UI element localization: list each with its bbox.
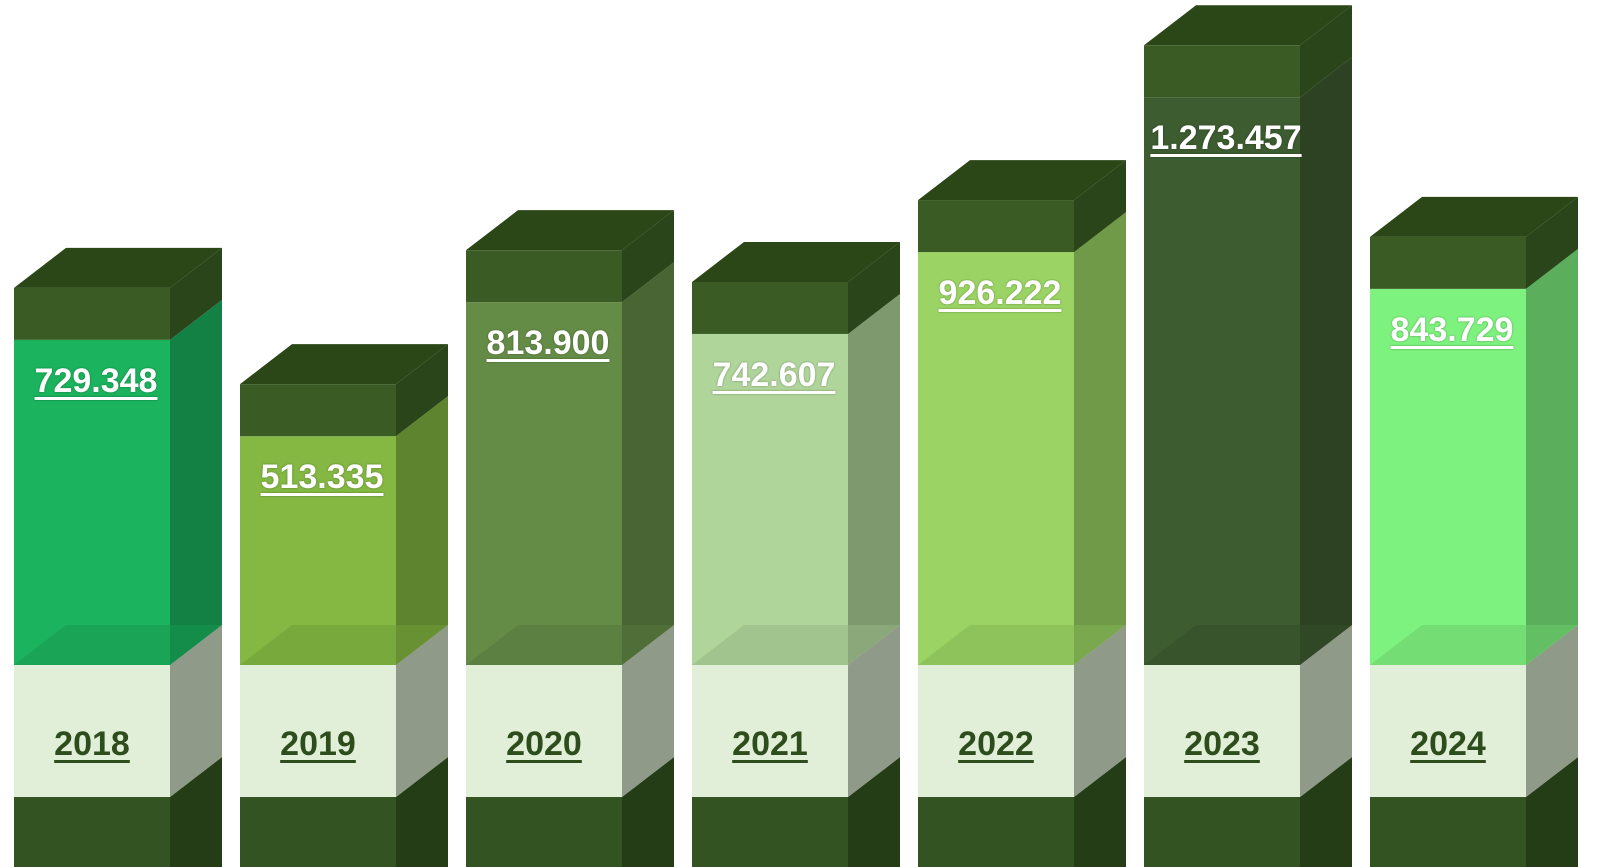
bar-base-side-2022: [1074, 757, 1126, 867]
bar-cap-2018: [14, 287, 170, 340]
bar-cap-side-2022: [1074, 160, 1126, 253]
bar-cap-top-2023: [1144, 5, 1352, 46]
bar-base-side-2020: [622, 757, 674, 867]
bar-base-side-2019: [396, 757, 448, 867]
bar-year-section-side-2024: [1526, 625, 1578, 797]
bar-cap-side-2021: [848, 241, 900, 334]
bar-cap-2023: [1144, 45, 1300, 98]
bar-cap-top-2019: [240, 344, 448, 385]
bar-floor-2024: [1370, 625, 1578, 665]
bar-base-2021: [692, 797, 848, 867]
bar-2024: [1370, 288, 1526, 665]
bar-cap-side-2020: [622, 210, 674, 303]
bar-year-section-2021: [692, 665, 848, 797]
bar-year-section-side-2023: [1300, 625, 1352, 797]
bar-2022: [918, 252, 1074, 666]
value-label-2021: 742.607: [712, 355, 836, 394]
bar-side-2022: [1074, 212, 1126, 666]
bar-year-section-2018: [14, 665, 170, 797]
bar-cap-2019: [240, 384, 396, 437]
bar-side-2019: [396, 396, 448, 665]
year-label-2022: 2022: [958, 725, 1034, 763]
bar-base-2024: [1370, 797, 1526, 867]
value-label-2022: 926.222: [938, 274, 1062, 313]
bar-floor-2023: [1144, 625, 1352, 665]
bar-base-side-2018: [170, 757, 222, 867]
value-label-2023: 1.273.457: [1150, 119, 1302, 158]
year-label-2018: 2018: [54, 725, 130, 763]
bar-2020: [466, 302, 622, 665]
bar-year-section-2024: [1370, 665, 1526, 797]
year-label-2020: 2020: [506, 725, 582, 763]
bar-cap-2020: [466, 250, 622, 303]
bar-cap-side-2024: [1526, 196, 1578, 289]
bar-year-section-side-2019: [396, 625, 448, 797]
year-label-2023: 2023: [1184, 725, 1260, 763]
bar-year-section-side-2018: [170, 625, 222, 797]
bar-2023: [1144, 97, 1300, 666]
bar-base-2018: [14, 797, 170, 867]
bar-base-2023: [1144, 797, 1300, 867]
bar-cap-top-2021: [692, 241, 900, 282]
bar-cap-2022: [918, 200, 1074, 253]
year-label-2024: 2024: [1410, 725, 1486, 763]
bar-cap-top-2020: [466, 210, 674, 251]
bar-floor-2022: [918, 625, 1126, 665]
bar-year-section-2019: [240, 665, 396, 797]
bar-floor-2018: [14, 625, 222, 665]
bar-cap-top-2018: [14, 247, 222, 288]
value-label-2020: 813.900: [486, 324, 610, 363]
bar-cap-top-2024: [1370, 196, 1578, 237]
bar-side-2024: [1526, 248, 1578, 666]
bar-year-section-side-2020: [622, 625, 674, 797]
bar-base-side-2023: [1300, 757, 1352, 867]
bar-cap-side-2018: [170, 247, 222, 340]
bar-base-side-2021: [848, 757, 900, 867]
bar-side-2021: [848, 293, 900, 665]
bar-base-2020: [466, 797, 622, 867]
bar-year-section-2022: [918, 665, 1074, 797]
bar-2021: [692, 333, 848, 665]
bar-year-section-2023: [1144, 665, 1300, 797]
bar-cap-2024: [1370, 236, 1526, 289]
bar-cap-side-2019: [396, 344, 448, 437]
bar-cap-top-2022: [918, 160, 1126, 201]
bar-side-2023: [1300, 57, 1352, 666]
bar-base-2019: [240, 797, 396, 867]
bar-base-side-2024: [1526, 757, 1578, 867]
bar-side-2020: [622, 262, 674, 665]
bar-year-section-side-2021: [848, 625, 900, 797]
bar-cap-2021: [692, 281, 848, 334]
bar-cap-side-2023: [1300, 5, 1352, 98]
bar-side-2018: [170, 299, 222, 665]
year-label-2021: 2021: [732, 725, 808, 763]
bar-year-section-2020: [466, 665, 622, 797]
value-label-2018: 729.348: [34, 361, 158, 400]
value-label-2024: 843.729: [1390, 310, 1514, 349]
bar-year-section-side-2022: [1074, 625, 1126, 797]
year-label-2019: 2019: [280, 725, 356, 763]
bar-base-2022: [918, 797, 1074, 867]
bar-2018: [14, 339, 170, 665]
bar-floor-2021: [692, 625, 900, 665]
bar-floor-2020: [466, 625, 674, 665]
bar-floor-2019: [240, 625, 448, 665]
value-label-2019: 513.335: [260, 458, 384, 497]
